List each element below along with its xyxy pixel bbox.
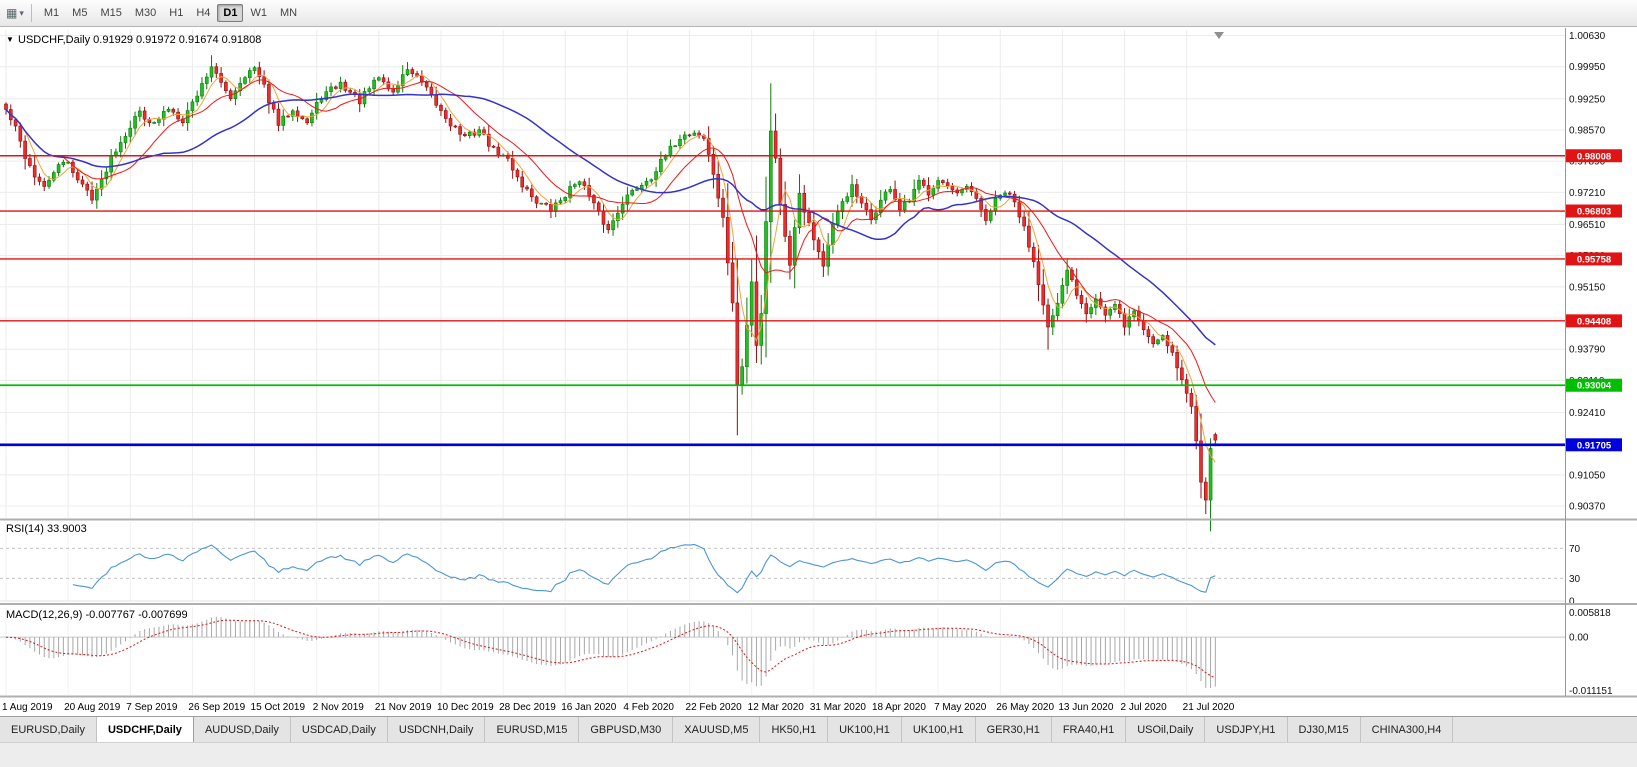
rsi-panel-area[interactable] xyxy=(0,522,1565,601)
price-axis-label: 0.97210 xyxy=(1569,188,1606,199)
chart-shift-marker-icon[interactable] xyxy=(1214,32,1224,39)
macd-signal-line xyxy=(5,619,1216,679)
rsi-axis-label: 70 xyxy=(1569,544,1581,555)
price-axis-label: 0.99250 xyxy=(1569,94,1606,105)
chart-tab-12-fra40-h1[interactable]: FRA40,H1 xyxy=(1052,717,1127,742)
date-axis-label: 10 Dec 2019 xyxy=(437,702,494,713)
price-badge xyxy=(1566,252,1622,266)
price-badge-label: 0.96803 xyxy=(1577,207,1611,218)
rsi-axis-label: 0 xyxy=(1569,597,1575,608)
price-axis-label: 0.93790 xyxy=(1569,345,1606,356)
date-axis-label: 2 Nov 2019 xyxy=(313,702,365,713)
price-badge xyxy=(1566,314,1622,328)
chart-tab-4-usdcnh-daily[interactable]: USDCNH,Daily xyxy=(388,717,486,742)
price-badge xyxy=(1566,438,1622,452)
chart-tab-0-eurusd-daily[interactable]: EURUSD,Daily xyxy=(0,717,97,742)
date-axis-label: 7 Sep 2019 xyxy=(126,702,178,713)
date-axis-label: 31 Mar 2020 xyxy=(810,702,867,713)
price-axis-label: 0.92410 xyxy=(1569,408,1606,419)
price-axis-label: 0.91050 xyxy=(1569,470,1606,481)
price-axis-label: 1.00630 xyxy=(1569,31,1606,42)
price-axis-label: 0.98570 xyxy=(1569,125,1606,136)
rsi-line xyxy=(72,543,1216,594)
macd-panel-area[interactable] xyxy=(0,607,1565,695)
chart-tab-5-eurusd-m15[interactable]: EURUSD,M15 xyxy=(485,717,580,742)
chart-tab-10-uk100-h1[interactable]: UK100,H1 xyxy=(902,717,976,742)
chart-tab-7-xauusd-m5[interactable]: XAUUSD,M5 xyxy=(673,717,761,742)
date-axis-label: 21 Nov 2019 xyxy=(375,702,432,713)
price-axis-label: 0.96510 xyxy=(1569,220,1606,231)
date-axis-label: 2 Jul 2020 xyxy=(1121,702,1168,713)
date-axis-label: 15 Oct 2019 xyxy=(251,702,306,713)
price-badge xyxy=(1566,378,1622,392)
chart-tab-13-usoil-daily[interactable]: USOil,Daily xyxy=(1126,717,1206,742)
price-badge-label: 0.95758 xyxy=(1577,254,1611,265)
price-axis-label: 0.90370 xyxy=(1569,502,1606,513)
timeframe-button-m30[interactable]: M30 xyxy=(129,4,162,22)
macd-histogram xyxy=(10,616,1216,688)
price-badge-label: 0.93004 xyxy=(1577,381,1612,392)
date-axis-label: 7 May 2020 xyxy=(934,702,987,713)
chart-tab-9-uk100-h1[interactable]: UK100,H1 xyxy=(828,717,902,742)
chart-collapse-icon[interactable]: ▼ xyxy=(6,35,14,44)
macd-axis-label: 0.005818 xyxy=(1569,608,1611,619)
chart-tab-15-dj30-m15[interactable]: DJ30,M15 xyxy=(1288,717,1361,742)
chart-grid-dropdown-icon[interactable]: ▾ xyxy=(19,7,24,18)
chart-tab-6-gbpusd-m30[interactable]: GBPUSD,M30 xyxy=(579,717,674,742)
chart-canvas[interactable]: ▼ USDCHF,Daily 0.91929 0.91972 0.91674 0.… xyxy=(0,28,1637,716)
status-bar xyxy=(0,742,1637,767)
chart-title: USDCHF,Daily 0.91929 0.91972 0.91674 0.9… xyxy=(18,34,261,46)
chart-plot-area[interactable] xyxy=(0,30,1565,518)
date-axis-label: 18 Apr 2020 xyxy=(872,702,926,713)
price-badge-label: 0.91705 xyxy=(1577,440,1612,451)
price-badge xyxy=(1566,204,1622,218)
timeframe-button-h1[interactable]: H1 xyxy=(163,4,189,22)
chart-tab-2-audusd-daily[interactable]: AUDUSD,Daily xyxy=(194,717,291,742)
date-axis-label: 22 Feb 2020 xyxy=(686,702,743,713)
chart-tabs-bar: EURUSD,Daily USDCHF,Daily AUDUSD,Daily USDC… xyxy=(0,716,1637,742)
toolbar-separator xyxy=(30,4,32,22)
timeframe-button-mn[interactable]: MN xyxy=(274,4,303,22)
chart-tab-1-usdchf-daily[interactable]: USDCHF,Daily xyxy=(96,717,194,742)
timeframe-button-w1[interactable]: W1 xyxy=(244,4,273,22)
date-axis-label: 21 Jul 2020 xyxy=(1183,702,1235,713)
macd-axis-label: 0.00 xyxy=(1569,633,1589,644)
timeframe-button-h4[interactable]: H4 xyxy=(190,4,216,22)
rsi-label: RSI(14) 33.9003 xyxy=(6,523,87,535)
date-axis-label: 13 Jun 2020 xyxy=(1058,702,1113,713)
chart-tab-14-usdjpy-h1[interactable]: USDJPY,H1 xyxy=(1205,717,1288,742)
chart-tab-8-hk50-h1[interactable]: HK50,H1 xyxy=(760,717,829,742)
chart-tab-11-ger30-h1[interactable]: GER30,H1 xyxy=(976,717,1052,742)
ma-13-line xyxy=(5,79,1216,403)
chart-tab-16-china300-h4[interactable]: CHINA300,H4 xyxy=(1361,717,1454,742)
price-axis-area[interactable] xyxy=(1566,28,1637,696)
price-badge xyxy=(1566,149,1622,163)
price-badge-label: 0.94408 xyxy=(1577,316,1611,327)
date-axis-label: 1 Aug 2019 xyxy=(2,702,53,713)
date-axis-area[interactable] xyxy=(0,698,1565,716)
date-axis-label: 20 Aug 2019 xyxy=(64,702,121,713)
price-axis-label: 0.99950 xyxy=(1569,62,1606,73)
timeframe-button-d1[interactable]: D1 xyxy=(217,4,244,22)
timeframe-button-group: M1 M5 M15 M30 H1 H4 D1 W1 MN xyxy=(38,4,303,22)
chart-grid-icon[interactable]: ▦ xyxy=(6,6,18,20)
macd-label: MACD(12,26,9) -0.007767 -0.007699 xyxy=(6,609,188,621)
date-axis-label: 16 Jan 2020 xyxy=(561,702,616,713)
timeframe-button-m15[interactable]: M15 xyxy=(94,4,127,22)
macd-axis-label: -0.011151 xyxy=(1569,686,1613,697)
timeframe-button-m5[interactable]: M5 xyxy=(66,4,93,22)
timeframe-toolbar: ▦ ▾ M1 M5 M15 M30 H1 H4 D1 W1 MN xyxy=(0,0,1637,27)
date-axis-label: 28 Dec 2019 xyxy=(499,702,556,713)
rsi-axis-label: 30 xyxy=(1569,574,1581,585)
chart-tab-3-usdcad-daily[interactable]: USDCAD,Daily xyxy=(291,717,388,742)
ma-34-line xyxy=(5,93,1216,346)
price-axis-label: 0.95150 xyxy=(1569,282,1606,293)
date-axis-label: 4 Feb 2020 xyxy=(623,702,674,713)
date-axis-label: 12 Mar 2020 xyxy=(748,702,805,713)
date-axis-label: 26 Sep 2019 xyxy=(188,702,245,713)
price-badge-label: 0.98008 xyxy=(1577,151,1611,162)
timeframe-button-m1[interactable]: M1 xyxy=(38,4,65,22)
date-axis-label: 26 May 2020 xyxy=(996,702,1054,713)
